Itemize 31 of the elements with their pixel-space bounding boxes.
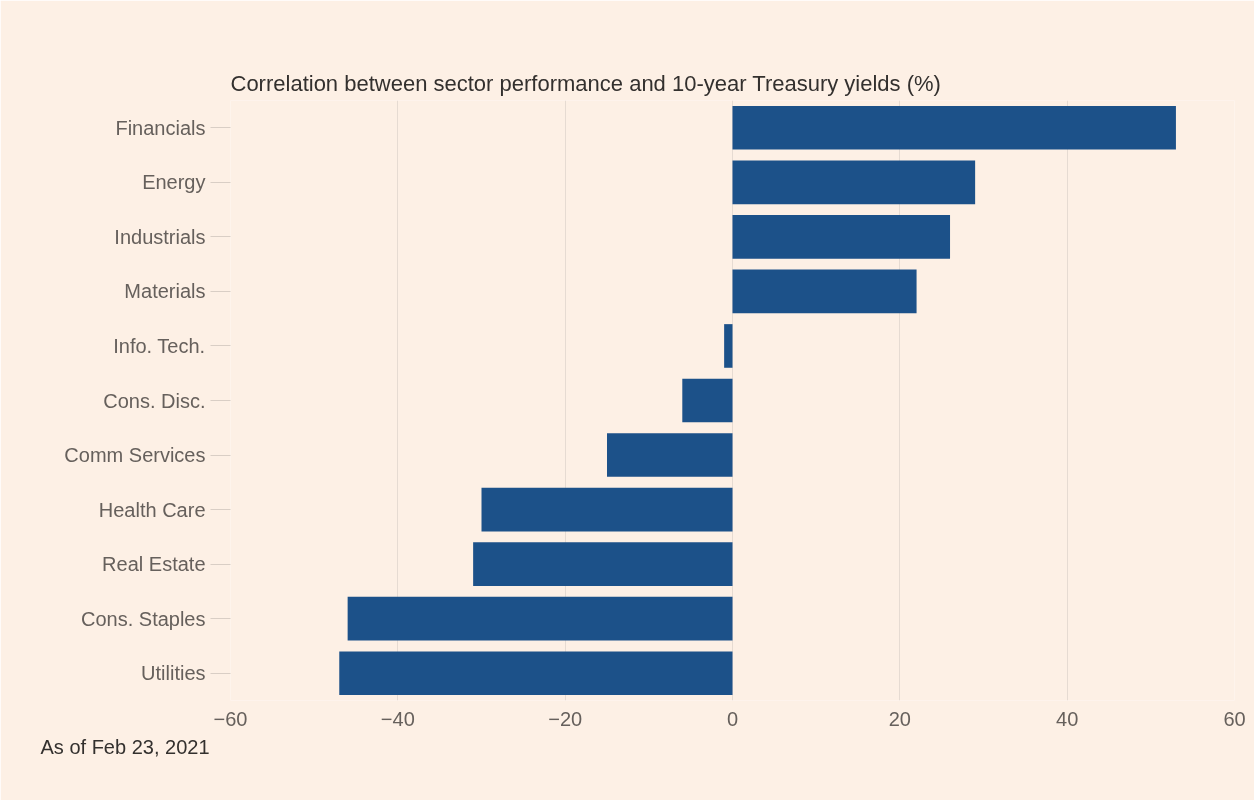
y-tick-label: Cons. Staples [80, 607, 206, 630]
x-tick-label: 20 [888, 707, 911, 730]
x-tick-label: −20 [548, 707, 583, 730]
bar [607, 433, 733, 477]
bar [347, 596, 733, 641]
y-tick-label: Financials [115, 116, 206, 139]
bar [732, 215, 951, 259]
bar [732, 105, 1176, 150]
y-tick-label: Cons. Disc. [103, 389, 206, 412]
bar [724, 324, 733, 368]
bar [732, 160, 976, 205]
x-tick-label: 0 [726, 707, 739, 730]
y-tick-label: Health Care [98, 498, 206, 521]
text: As of Feb 23, 2021 [40, 735, 210, 758]
y-tick-label: Comm Services [64, 444, 206, 467]
y-tick-label: Industrials [114, 225, 206, 248]
bar [682, 378, 733, 423]
chart-title: Correlation between sector performance and 10-year Treasury yields (%) [230, 70, 941, 96]
x-tick-label: −40 [380, 707, 415, 730]
y-tick-label: Materials [124, 280, 206, 303]
bar [473, 542, 733, 586]
y-tick-label: Utilities [141, 662, 206, 685]
x-tick-label: 40 [1056, 707, 1079, 730]
y-tick-label: Info. Tech. [113, 334, 206, 357]
y-tick-label: Energy [142, 171, 206, 194]
x-tick-label: −60 [213, 707, 248, 730]
bar [481, 487, 733, 532]
bar [732, 269, 917, 314]
bar [339, 651, 733, 696]
y-tick-label: Real Estate [102, 553, 206, 576]
x-tick-label: 60 [1223, 707, 1246, 730]
